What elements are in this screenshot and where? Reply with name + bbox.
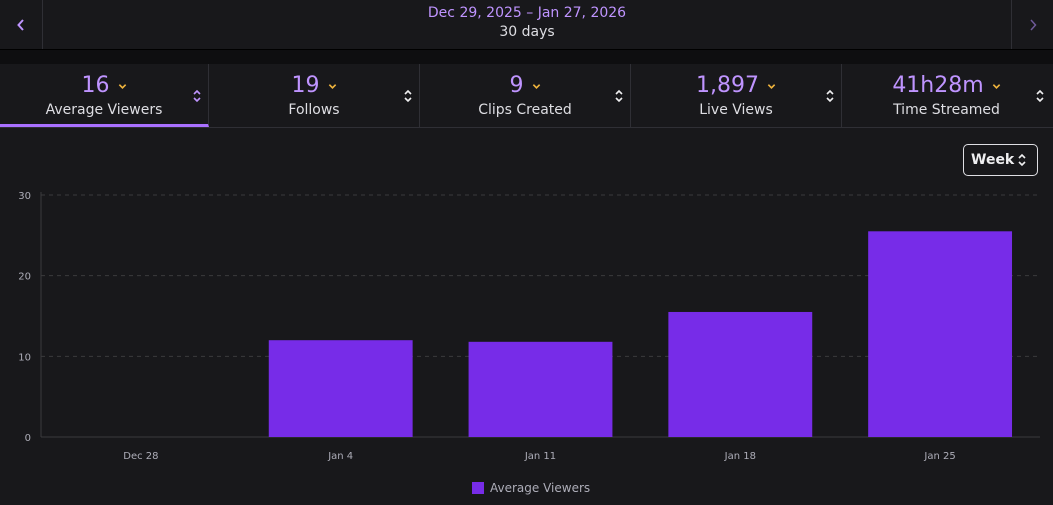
sort-arrows-icon[interactable] [614, 88, 624, 104]
sort-arrows-icon[interactable] [1035, 88, 1045, 104]
date-range-text: Dec 29, 2025 – Jan 27, 2026 [427, 5, 627, 21]
granularity-selected-value: Week [971, 152, 1015, 168]
x-tick-label: Jan 18 [724, 451, 756, 462]
y-tick-label: 10 [18, 352, 31, 363]
chart-legend: Average Viewers [472, 480, 590, 496]
metric-value: 19 [291, 73, 320, 98]
previous-period-button[interactable] [0, 0, 43, 49]
date-navigation: Dec 29, 2025 – Jan 27, 2026 30 days [0, 0, 1053, 50]
chevron-down-icon [532, 83, 540, 89]
metric-label: Live Views [699, 102, 773, 118]
metric-tab-follows[interactable]: 19 Follows [209, 64, 420, 127]
bar [468, 341, 613, 437]
metric-value: 16 [81, 73, 110, 98]
metric-label: Clips Created [478, 102, 572, 118]
bar [868, 231, 1013, 437]
select-arrows-icon [1018, 153, 1026, 167]
x-tick-label: Dec 28 [123, 451, 158, 462]
metric-label: Follows [288, 102, 340, 118]
chevron-down-icon [992, 83, 1000, 89]
next-period-button[interactable] [1011, 0, 1053, 49]
metric-tab-average-viewers[interactable]: 16 Average Viewers [0, 64, 209, 127]
chevron-down-icon [767, 83, 776, 89]
metric-value: 9 [509, 73, 524, 98]
metric-value: 1,897 [696, 73, 759, 98]
legend-swatch [472, 482, 484, 494]
metric-value: 41h28m [892, 73, 984, 98]
y-tick-label: 0 [25, 433, 31, 444]
metric-tab-time-streamed[interactable]: 41h28m Time Streamed [842, 64, 1051, 127]
metric-tab-clips-created[interactable]: 9 Clips Created [420, 64, 631, 127]
bar [268, 340, 413, 437]
x-tick-label: Jan 11 [524, 451, 556, 462]
sort-arrows-icon[interactable] [403, 88, 413, 104]
metric-label: Time Streamed [893, 102, 1000, 118]
date-days-text: 30 days [499, 24, 555, 40]
x-tick-label: Jan 4 [327, 451, 353, 462]
y-tick-label: 30 [18, 191, 31, 202]
granularity-select[interactable]: Week [963, 144, 1038, 176]
chevron-right-icon [1029, 18, 1037, 31]
bar [668, 311, 813, 437]
separator-strip [0, 50, 1053, 64]
chevron-left-icon [17, 18, 24, 31]
sort-arrows-icon[interactable] [825, 88, 835, 104]
metric-tabs: 16 Average Viewers 19 Follows 9 Clips Cr… [0, 64, 1053, 128]
metric-tab-live-views[interactable]: 1,897 Live Views [631, 64, 842, 127]
sort-arrows-icon[interactable] [192, 88, 202, 104]
chevron-down-icon [328, 83, 336, 89]
y-tick-label: 20 [18, 272, 31, 283]
average-viewers-bar-chart: 0 10 20 30 Dec 28 Jan 4 Jan 11 Jan 18 Jan 25 [18, 191, 1040, 462]
metric-label: Average Viewers [45, 102, 163, 118]
legend-label: Average Viewers [490, 481, 591, 495]
date-range-display: Dec 29, 2025 – Jan 27, 2026 30 days [43, 4, 1011, 42]
chevron-down-icon [118, 83, 126, 89]
x-tick-label: Jan 25 [923, 451, 955, 462]
